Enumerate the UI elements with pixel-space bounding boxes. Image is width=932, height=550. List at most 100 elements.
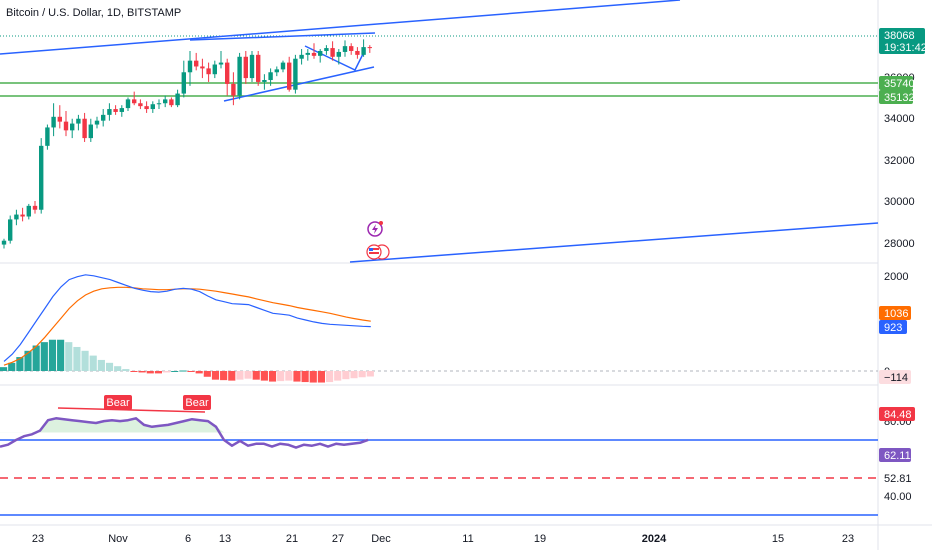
candle-body [138, 103, 143, 107]
time-tick: 23 [842, 533, 854, 545]
chart-title: Bitcoin / U.S. Dollar, 1D, BITSTAMP [6, 7, 182, 19]
candle-body [70, 123, 75, 131]
candle-body [237, 56, 242, 96]
lightning-event-icon[interactable] [367, 221, 383, 237]
macd-badge: 923 [879, 320, 907, 334]
macd-histogram-bar [97, 359, 105, 371]
indicator-lines-layer [0, 274, 371, 449]
candle-body [125, 99, 131, 109]
lower-trendline[interactable] [349, 222, 879, 263]
candle-body [361, 47, 366, 55]
macd-histogram-layer [0, 339, 374, 383]
candle-body [212, 64, 217, 75]
channel-bottom-line[interactable] [223, 66, 375, 102]
time-axis[interactable]: 23 Nov 6 13 21 27 Dec 11 19 2024 15 23 [32, 533, 854, 545]
macd-histogram-bar [8, 362, 16, 371]
us-flag-event-icon[interactable] [366, 244, 390, 260]
candle-body [51, 116, 56, 128]
candle-body [194, 60, 199, 67]
candle-body [181, 72, 186, 94]
macd-histogram-bar [211, 371, 220, 380]
macd-histogram-bar [122, 369, 130, 371]
macd-histogram-bar [326, 371, 334, 383]
macd-histogram-bar [130, 371, 138, 372]
macd-histogram-bar [16, 357, 24, 371]
price-tick: 28000 [884, 238, 915, 250]
long-trendline[interactable] [0, 0, 681, 55]
macd-histogram-bar [73, 346, 81, 371]
macd-histogram-bar [146, 371, 154, 374]
rsi-tick: 40.00 [884, 491, 912, 503]
candle-body [57, 116, 62, 122]
time-tick: 15 [772, 533, 784, 545]
macd-histogram-bar [105, 362, 114, 371]
candle-body [113, 109, 118, 112]
candle-body [318, 50, 323, 56]
macd-histogram-bar [24, 350, 32, 371]
macd-histogram-bar [154, 371, 162, 374]
macd-histogram-bar [244, 371, 252, 379]
candle-body [249, 54, 255, 79]
macd-histogram-bar [65, 342, 73, 371]
candle-body [32, 205, 38, 210]
candle-body [169, 99, 174, 106]
candle-body [187, 60, 193, 73]
candle-body [26, 205, 31, 217]
candle-body [324, 48, 329, 51]
level-badge: 35132 [879, 90, 915, 104]
macd-histogram-bar [342, 371, 350, 380]
channel-top-line[interactable] [189, 32, 376, 41]
candle-body [287, 62, 292, 90]
macd-histogram-bar [48, 339, 57, 371]
macd-histogram-bar [334, 371, 342, 381]
macd-histogram-bar [81, 350, 89, 371]
macd-histogram-bar [285, 371, 293, 381]
last-price-badge: 38068 19:31:42 [879, 28, 927, 54]
macd-histogram-bar [187, 371, 195, 372]
macd-histogram-bar [366, 371, 374, 377]
time-tick: 11 [462, 533, 473, 545]
macd-histogram-bar [236, 371, 244, 380]
candle-body [107, 109, 112, 115]
macd-histogram-bar [220, 371, 228, 381]
candle-body [119, 108, 124, 112]
time-tick: 2024 [642, 533, 667, 545]
level-value: 35132 [884, 92, 915, 104]
rsi-tick: 52.81 [884, 473, 912, 485]
time-tick: 21 [286, 533, 298, 545]
macd-histogram-bar [293, 371, 301, 382]
macd-histogram-bar [350, 371, 358, 379]
candle-body [305, 52, 310, 55]
candle-body [175, 93, 180, 106]
rsi-upper-badge: 84.48 [879, 407, 915, 421]
candle-body [355, 50, 360, 55]
macd-histogram-bar [203, 371, 211, 377]
candle-body [14, 214, 19, 220]
candle-body [256, 54, 261, 82]
time-tick: Nov [108, 533, 128, 545]
candle-body [156, 103, 162, 105]
candle-body [63, 121, 69, 131]
candles-layer[interactable] [1, 39, 372, 249]
price-axis[interactable]: 28000 30000 32000 34000 36000 2000 0 80.… [884, 72, 915, 503]
candle-body [39, 145, 44, 210]
rsi-upper-value: 84.48 [884, 409, 912, 421]
time-tick: 13 [219, 533, 231, 545]
macd-histogram-bar [138, 371, 146, 373]
rsi-line [0, 417, 369, 449]
price-tick: 30000 [884, 196, 915, 208]
candle-body [336, 51, 341, 57]
bear-label: Bear [185, 397, 209, 409]
candle-body [293, 58, 298, 90]
signal-badge: 1036 [879, 306, 911, 320]
candle-body [20, 214, 25, 217]
macd-histogram-bar [32, 345, 40, 371]
price-tick: 34000 [884, 113, 915, 125]
candle-body [206, 68, 211, 75]
macd-histogram-bar [0, 367, 8, 371]
candle-body [262, 80, 267, 82]
candle-body [200, 66, 205, 69]
level-value: 35740 [884, 78, 915, 90]
rsi-badge: 62.11 [879, 448, 911, 462]
